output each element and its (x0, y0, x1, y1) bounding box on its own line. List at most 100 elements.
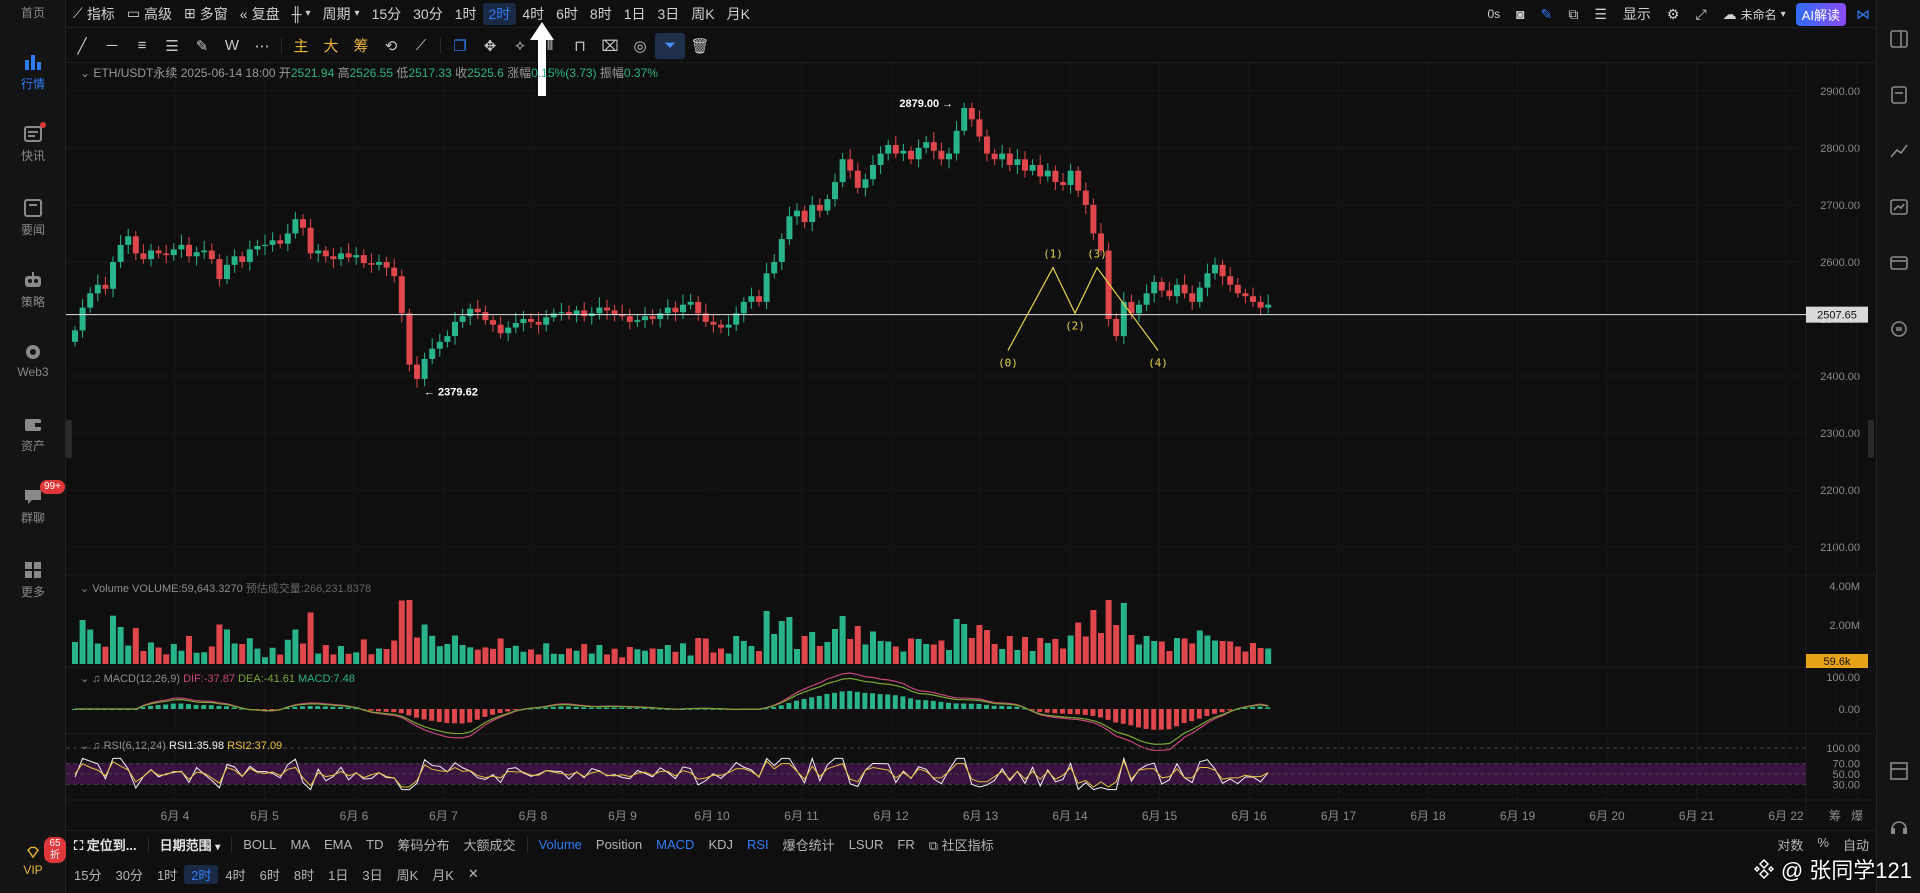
left-panel-handle[interactable] (66, 420, 72, 458)
filter-icon[interactable]: ⏷ (655, 32, 685, 59)
lock-icon[interactable]: ⊓ (574, 37, 586, 55)
nav-item-market[interactable]: 行情 (0, 52, 66, 92)
interval-4h[interactable]: 4时 (522, 5, 545, 22)
interval-3d[interactable]: 3日 (657, 5, 680, 22)
indicator-ema[interactable]: EMA (323, 837, 353, 852)
multi-window-button[interactable]: ⊞ 多窗 (178, 3, 234, 25)
interval-1w[interactable]: 周K (691, 5, 715, 22)
quick-interval-2h[interactable]: 2时 (184, 864, 219, 884)
trend-icon[interactable] (1888, 140, 1910, 162)
quick-interval-1w[interactable]: 周K (396, 867, 419, 883)
indicator-ma[interactable]: MA (290, 837, 310, 852)
transfer-icon[interactable] (1888, 318, 1910, 340)
indicator-large-trade[interactable]: 大额成交 (463, 838, 516, 853)
chart-box-icon[interactable] (1888, 196, 1910, 218)
more-tools-icon[interactable]: ⋯ (254, 37, 270, 55)
bell-icon[interactable]: ♫ (92, 673, 101, 685)
quick-interval-1d[interactable]: 1日 (328, 867, 349, 883)
sub-indicator-position[interactable]: Position (595, 837, 643, 852)
quick-interval-1mo[interactable]: 月K (432, 867, 454, 883)
replay-button[interactable]: «复盘 (234, 3, 286, 25)
indicator-boll[interactable]: BOLL (243, 837, 277, 852)
nav-item-news[interactable]: 要闻 (0, 198, 66, 238)
locate-button[interactable]: ⛶ 定位到... (67, 835, 144, 854)
fib-icon[interactable]: ☰ (165, 37, 179, 55)
indicator-chip[interactable]: 筹码分布 (397, 838, 450, 853)
interval-15m[interactable]: 15分 (371, 5, 402, 22)
main-force-button[interactable]: 主 (293, 38, 309, 55)
close-icon[interactable]: ✕ (467, 866, 479, 881)
interval-6h[interactable]: 6时 (556, 5, 578, 22)
nav-item-web3[interactable]: Web3 (0, 342, 66, 379)
sub-indicator-lsur[interactable]: LSUR (848, 837, 884, 852)
quick-interval-6h[interactable]: 6时 (259, 867, 280, 883)
fullscreen-icon[interactable]: ⤢ (1695, 5, 1707, 22)
period-dropdown[interactable]: 周期 ▾ (317, 3, 366, 25)
nav-item-chat[interactable]: 99+ 群聊 (0, 480, 66, 526)
ruler-icon[interactable]: ⟋ (415, 37, 427, 54)
edit-icon[interactable]: ⌧ (601, 37, 619, 55)
scale-log[interactable]: 对数 (1777, 838, 1804, 853)
trash-icon[interactable]: 🗑 (690, 37, 710, 55)
quick-interval-8h[interactable]: 8时 (293, 867, 315, 883)
settings-gear-icon[interactable]: ⚙ (1666, 5, 1680, 22)
nav-item-home[interactable]: 首页 (0, 4, 66, 21)
indicators-button[interactable]: ⟋ 指标 (67, 3, 121, 25)
interval-2h[interactable]: 2时 (482, 2, 517, 25)
sub-indicator-fr[interactable]: FR (897, 837, 915, 852)
quick-interval-30m[interactable]: 30分 (115, 867, 143, 883)
eye-icon[interactable]: ◎ (633, 37, 647, 55)
display-button[interactable]: 显示 (1622, 6, 1651, 22)
quick-interval-15m[interactable]: 15分 (74, 867, 102, 883)
sub-indicator-liquidation[interactable]: 爆仓统计 (782, 838, 835, 853)
copy-icon[interactable]: ❐ (453, 37, 467, 55)
wave-pattern-icon[interactable]: W (224, 37, 240, 54)
magnet-icon[interactable]: ✥ (483, 37, 497, 55)
scale-percent[interactable]: % (1817, 835, 1829, 850)
indicator-td[interactable]: TD (366, 837, 384, 852)
measure-icon[interactable]: ⟡ (515, 37, 525, 54)
panel-icon[interactable] (1888, 28, 1910, 50)
quick-interval-3d[interactable]: 3日 (362, 867, 383, 883)
vip-button[interactable]: 65折 VIP (0, 837, 66, 877)
orderbook-icon[interactable] (1888, 84, 1910, 106)
interval-1h[interactable]: 1时 (454, 5, 477, 22)
popout-icon[interactable]: ⧉ (1568, 5, 1579, 22)
trendline-icon[interactable]: ╱ (77, 37, 87, 55)
advanced-button[interactable]: ▭ 高级 (121, 3, 178, 25)
collapse-icon[interactable]: ⌄ (80, 673, 93, 685)
interval-1mo[interactable]: 月K (726, 5, 750, 22)
ai-interpret-button[interactable]: AI解读 (1795, 2, 1846, 26)
template-icon[interactable]: ⟲ (384, 37, 398, 55)
date-range-dropdown[interactable]: 日期范围 ▾ (153, 835, 228, 854)
layout-icon[interactable] (1888, 760, 1910, 782)
sub-indicator-volume[interactable]: Volume (538, 837, 582, 852)
share-icon[interactable]: ⋈ (1856, 5, 1870, 22)
nav-item-assets[interactable]: 资产 (0, 414, 66, 454)
layout-dropdown[interactable]: ☁ 未命名 ▾ (1717, 3, 1792, 25)
right-panel-handle[interactable] (1868, 420, 1874, 458)
interval-8h[interactable]: 8时 (589, 5, 612, 22)
quick-interval-4h[interactable]: 4时 (225, 867, 246, 883)
quick-interval-1h[interactable]: 1时 (156, 867, 178, 883)
large-order-button[interactable]: 大 (323, 38, 339, 55)
pen-icon[interactable]: ✎ (1540, 5, 1553, 22)
nav-item-more[interactable]: 更多 (0, 560, 66, 600)
interval-1d[interactable]: 1日 (623, 5, 646, 22)
support-icon[interactable] (1888, 816, 1910, 838)
chip-button[interactable]: 筹 (353, 38, 369, 55)
brush-icon[interactable]: ✎ (195, 37, 209, 55)
parallel-channel-icon[interactable]: ≡ (137, 37, 147, 54)
collapse-icon[interactable]: ⌄ (80, 583, 93, 595)
camera-icon[interactable]: ◙ (1516, 6, 1525, 22)
compare-icon[interactable]: ⫴ (546, 37, 554, 54)
list-icon[interactable]: ☰ (1594, 5, 1607, 22)
sub-indicator-macd[interactable]: MACD (656, 837, 695, 852)
horizontal-line-icon[interactable]: ─ (106, 37, 118, 54)
nav-item-flash[interactable]: 快讯 (0, 122, 66, 164)
chart-type-dropdown[interactable]: ╫ ▾ (286, 3, 317, 25)
scale-auto[interactable]: 自动 (1842, 838, 1869, 853)
sub-indicator-rsi[interactable]: RSI (747, 837, 769, 852)
card-icon[interactable] (1888, 252, 1910, 274)
